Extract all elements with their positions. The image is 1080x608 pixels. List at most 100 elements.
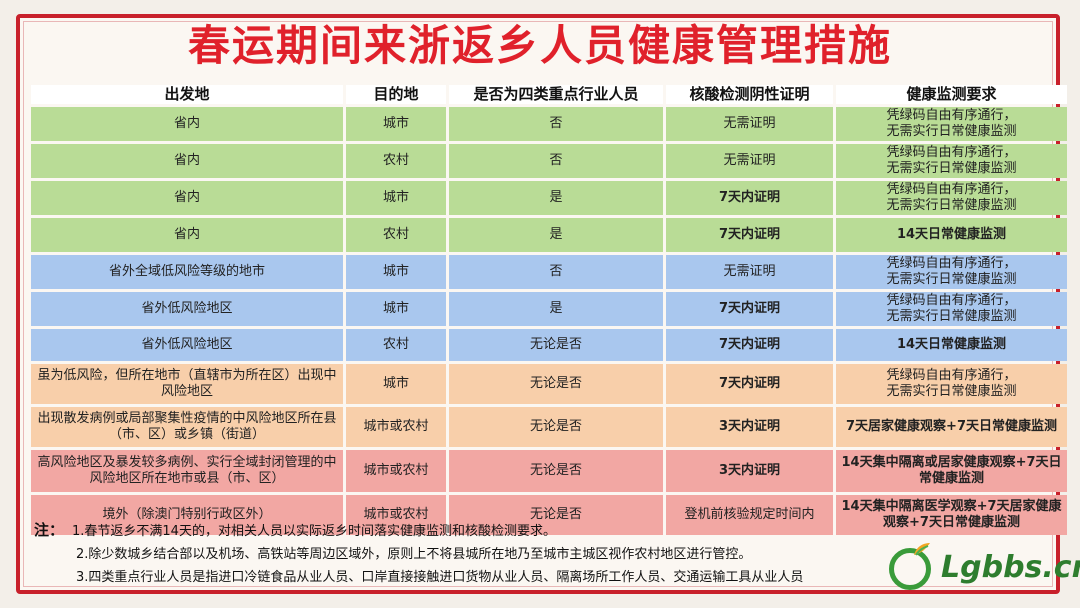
cell-health-monitoring: 14天集中隔离医学观察+7天居家健康观察+7天日常健康监测: [836, 495, 1067, 535]
cell-destination: 城市: [346, 181, 446, 215]
cell-key-industry: 否: [449, 144, 663, 178]
table-row: 境外（除澳门特别行政区外） 城市或农村 无论是否 登机前核验规定时间内 14天集中隔离医…: [31, 495, 1067, 535]
note-text: 1.春节返乡不满14天的，对相关人员以实际返乡时间落实健康监测和核酸检测要求。: [72, 524, 556, 539]
cell-nucleic-test: 7天内证明: [666, 218, 833, 252]
monitor-line: 凭绿码自由有序通行，: [886, 108, 1017, 123]
cell-key-industry: 无论是否: [449, 364, 663, 404]
cell-health-monitoring: 凭绿码自由有序通行， 无需实行日常健康监测: [836, 255, 1067, 289]
header-health-monitoring: 健康监测要求: [836, 85, 1067, 104]
cell-origin: 省外低风险地区: [31, 292, 343, 326]
cell-key-industry: 是: [449, 218, 663, 252]
monitor-line: 7天居家健康观察+7天日常健康监测: [846, 419, 1057, 434]
header-key-industry: 是否为四类重点行业人员: [449, 85, 663, 104]
monitor-line: 无需实行日常健康监测: [886, 198, 1017, 213]
monitor-line: 14天日常健康监测: [896, 227, 1007, 242]
cell-nucleic-test: 7天内证明: [666, 364, 833, 404]
table-row: 出现散发病例或局部聚集性疫情的中风险地区所在县（市、区）或乡镇（街道） 城市或农村…: [31, 407, 1067, 447]
monitor-line: 无需实行日常健康监测: [886, 309, 1017, 324]
table-row: 省外低风险地区 城市是 7天内证明 凭绿码自由有序通行， 无需实行日常健康监测: [31, 292, 1067, 326]
cell-key-industry: 无论是否: [449, 407, 663, 447]
table-row: 省内 农村是 7天内证明 14天日常健康监测: [31, 218, 1067, 252]
cell-origin: 省内: [31, 144, 343, 178]
header-nucleic-test: 核酸检测阴性证明: [666, 85, 833, 104]
cell-origin: 虽为低风险，但所在地市（直辖市为所在区）出现中风险地区: [31, 364, 343, 404]
cell-origin: 省内: [31, 181, 343, 215]
cell-nucleic-test: 3天内证明: [666, 450, 833, 492]
table-row: 省内 城市是 7天内证明 凭绿码自由有序通行， 无需实行日常健康监测: [31, 181, 1067, 215]
cell-origin: 境外（除澳门特别行政区外）: [31, 495, 343, 535]
cell-destination: 城市: [346, 255, 446, 289]
monitor-line: 凭绿码自由有序通行，: [886, 182, 1017, 197]
measures-table: 出发地 目的地 是否为四类重点行业人员 核酸检测阴性证明 健康监测要求 省内 城市…: [28, 82, 1070, 538]
cell-health-monitoring: 14天集中隔离或居家健康观察+7天日常健康监测: [836, 450, 1067, 492]
cell-nucleic-test: 7天内证明: [666, 329, 833, 361]
cell-destination: 城市: [346, 292, 446, 326]
note-line-3: 3.四类重点行业人员是指进口冷链食品从业人员、口岸直接接触进口货物从业人员、隔离…: [76, 570, 804, 585]
cell-key-industry: 否: [449, 255, 663, 289]
monitor-line: 凭绿码自由有序通行，: [886, 293, 1017, 308]
cell-key-industry: 是: [449, 292, 663, 326]
cell-key-industry: 否: [449, 107, 663, 141]
header-destination: 目的地: [346, 85, 446, 104]
cell-health-monitoring: 凭绿码自由有序通行， 无需实行日常健康监测: [836, 107, 1067, 141]
table-row: 省外全域低风险等级的地市 城市否无需证明 凭绿码自由有序通行， 无需实行日常健康监测: [31, 255, 1067, 289]
monitor-line: 凭绿码自由有序通行，: [886, 256, 1017, 271]
cell-origin: 高风险地区及暴发较多病例、实行全域封闭管理的中风险地区所在地市或县（市、区）: [31, 450, 343, 492]
cell-health-monitoring: 凭绿码自由有序通行， 无需实行日常健康监测: [836, 181, 1067, 215]
notes-section: 注： 1.春节返乡不满14天的，对相关人员以实际返乡时间落实健康监测和核酸检测要求…: [34, 519, 914, 589]
cell-origin: 出现散发病例或局部聚集性疫情的中风险地区所在县（市、区）或乡镇（街道）: [31, 407, 343, 447]
watermark-logo: Lgbbs.cn: [889, 542, 1080, 594]
monitor-line: 14天集中隔离医学观察+7天居家健康观察+7天日常健康监测: [841, 499, 1062, 530]
cell-key-industry: 是: [449, 181, 663, 215]
cell-destination: 农村: [346, 218, 446, 252]
cell-origin: 省外低风险地区: [31, 329, 343, 361]
cell-nucleic-test: 7天内证明: [666, 292, 833, 326]
cell-nucleic-test: 无需证明: [666, 107, 833, 141]
cell-origin: 省内: [31, 107, 343, 141]
monitor-line: 凭绿码自由有序通行，: [886, 368, 1017, 383]
monitor-line: 14天日常健康监测: [896, 337, 1007, 352]
cell-origin: 省内: [31, 218, 343, 252]
cell-nucleic-test: 登机前核验规定时间内: [666, 495, 833, 535]
cell-health-monitoring: 凭绿码自由有序通行， 无需实行日常健康监测: [836, 144, 1067, 178]
cell-key-industry: 无论是否: [449, 329, 663, 361]
cell-destination: 农村: [346, 144, 446, 178]
table-header-row: 出发地 目的地 是否为四类重点行业人员 核酸检测阴性证明 健康监测要求: [31, 85, 1067, 104]
cell-health-monitoring: 凭绿码自由有序通行， 无需实行日常健康监测: [836, 364, 1067, 404]
table-row: 省外低风险地区 农村 无论是否 7天内证明 14天日常健康监测: [31, 329, 1067, 361]
table-row: 省内 城市否无需证明 凭绿码自由有序通行， 无需实行日常健康监测: [31, 107, 1067, 141]
cell-nucleic-test: 无需证明: [666, 144, 833, 178]
table-row: 虽为低风险，但所在地市（直辖市为所在区）出现中风险地区 城市 无论是否 7天内证明 凭绿…: [31, 364, 1067, 404]
cell-destination: 城市: [346, 107, 446, 141]
monitor-line: 14天集中隔离或居家健康观察+7天日常健康监测: [841, 455, 1062, 486]
note-line-2: 2.除少数城乡结合部以及机场、高铁站等周边区域外，原则上不将县城所在地乃至城市主…: [76, 547, 752, 562]
cell-health-monitoring: 凭绿码自由有序通行， 无需实行日常健康监测: [836, 292, 1067, 326]
cell-key-industry: 无论是否: [449, 495, 663, 535]
cell-destination: 城市或农村: [346, 495, 446, 535]
monitor-line: 凭绿码自由有序通行，: [886, 145, 1017, 160]
cell-key-industry: 无论是否: [449, 450, 663, 492]
note-line-1: 注： 1.春节返乡不满14天的，对相关人员以实际返乡时间落实健康监测和核酸检测要求…: [34, 519, 914, 543]
cell-nucleic-test: 3天内证明: [666, 407, 833, 447]
notes-label: 注：: [34, 521, 65, 539]
cell-destination: 城市: [346, 364, 446, 404]
cell-destination: 城市或农村: [346, 450, 446, 492]
table-body: 省内 城市否无需证明 凭绿码自由有序通行， 无需实行日常健康监测 省内 农村否无需证明 凭绿…: [31, 107, 1067, 535]
header-origin: 出发地: [31, 85, 343, 104]
cell-nucleic-test: 7天内证明: [666, 181, 833, 215]
cell-health-monitoring: 14天日常健康监测: [836, 329, 1067, 361]
table-row: 省内 农村否无需证明 凭绿码自由有序通行， 无需实行日常健康监测: [31, 144, 1067, 178]
cell-destination: 城市或农村: [346, 407, 446, 447]
cell-health-monitoring: 14天日常健康监测: [836, 218, 1067, 252]
watermark-text: Lgbbs.cn: [941, 550, 1080, 585]
page-title: 春运期间来浙返乡人员健康管理措施: [187, 21, 892, 70]
monitor-line: 无需实行日常健康监测: [886, 272, 1017, 287]
cell-nucleic-test: 无需证明: [666, 255, 833, 289]
monitor-line: 无需实行日常健康监测: [886, 124, 1017, 139]
logo-leaf-icon: [914, 543, 930, 556]
cell-health-monitoring: 7天居家健康观察+7天日常健康监测: [836, 407, 1067, 447]
cell-destination: 农村: [346, 329, 446, 361]
logo-circle-icon: [889, 548, 931, 590]
monitor-line: 无需实行日常健康监测: [886, 384, 1017, 399]
table-row: 高风险地区及暴发较多病例、实行全域封闭管理的中风险地区所在地市或县（市、区） 城市…: [31, 450, 1067, 492]
